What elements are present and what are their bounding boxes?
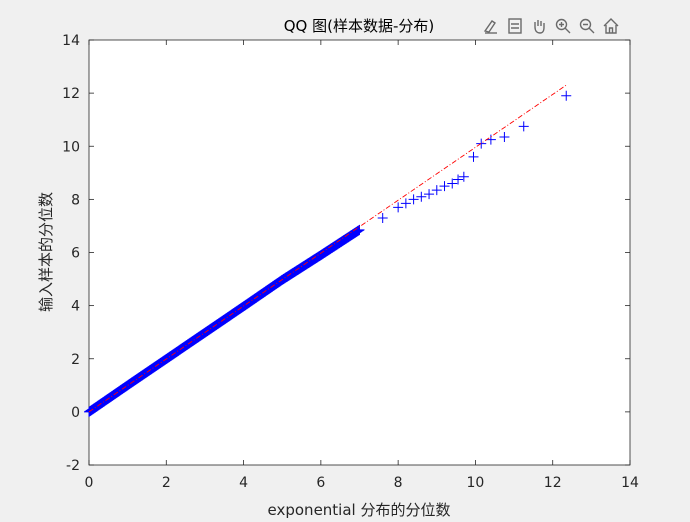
y-tick-label: 6 [71, 246, 80, 262]
plot-area [88, 39, 631, 466]
x-tick-label: 4 [239, 475, 248, 491]
x-tick-label: 12 [544, 475, 562, 491]
data-point [416, 191, 427, 202]
y-tick-label: 10 [62, 139, 80, 155]
y-tick-label: 4 [71, 299, 80, 315]
data-point [476, 138, 487, 149]
data-point [393, 202, 404, 213]
x-tick-label: 10 [467, 475, 485, 491]
x-tick-label: 8 [394, 475, 403, 491]
y-tick-label: -2 [66, 458, 80, 474]
data-point [431, 185, 442, 196]
y-axis-label: 输入样本的分位数 [37, 192, 55, 312]
axes: 0 2 4 6 8 10 12 14 -2 0 2 4 6 8 10 12 14 [62, 33, 639, 491]
data-point [458, 171, 469, 182]
data-point [447, 178, 458, 189]
home-icon[interactable] [600, 15, 622, 37]
y-tick-label: 2 [71, 352, 80, 368]
data-point [468, 151, 479, 162]
y-tick-label: 14 [62, 33, 80, 49]
pan-icon[interactable] [528, 15, 550, 37]
data-point [561, 90, 572, 101]
data-point [400, 198, 411, 209]
legend-icon[interactable] [504, 15, 526, 37]
x-tick-label: 14 [621, 475, 639, 491]
data-point [499, 131, 510, 142]
x-tick-label: 0 [85, 475, 94, 491]
data-point [408, 194, 419, 205]
x-tick-label: 6 [316, 475, 325, 491]
figure-toolbar [480, 14, 622, 38]
y-tick-label: 12 [62, 86, 80, 102]
data-point [424, 189, 435, 200]
data-point [518, 121, 529, 132]
zoom-out-icon[interactable] [576, 15, 598, 37]
data-point [439, 181, 450, 192]
x-tick-label: 2 [162, 475, 171, 491]
x-axis-label: exponential 分布的分位数 [268, 501, 451, 519]
chart-title: QQ 图(样本数据-分布) [284, 17, 435, 35]
y-tick-label: 0 [71, 405, 80, 421]
data-points [84, 90, 572, 417]
reference-line [88, 84, 567, 413]
y-tick-label: 8 [71, 192, 80, 208]
brush-icon[interactable] [480, 15, 502, 37]
data-point [377, 212, 388, 223]
zoom-in-icon[interactable] [552, 15, 574, 37]
data-point [453, 174, 464, 185]
